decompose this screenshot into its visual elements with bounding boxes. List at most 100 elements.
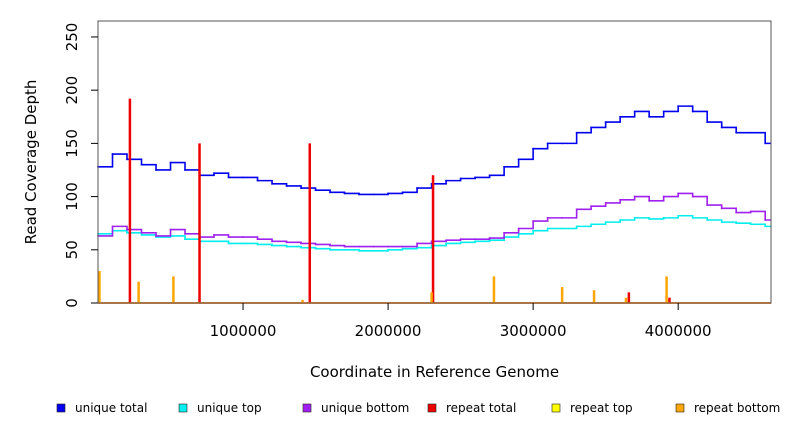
legend-item: repeat bottom [675, 401, 780, 415]
data-point [358, 249, 360, 252]
data-point [677, 192, 680, 195]
plot-frame [97, 20, 772, 304]
data-point [256, 179, 259, 182]
data-point [517, 227, 520, 230]
data-point [575, 225, 578, 228]
data-point [169, 228, 172, 231]
x-axis: 1000000 2000000 3000000 4000000 [210, 303, 712, 340]
series-repeat-total [98, 98, 771, 304]
data-point [459, 241, 462, 244]
data-point [372, 249, 375, 252]
data-point [285, 241, 288, 244]
data-point [358, 193, 360, 196]
data-point [155, 169, 157, 171]
x-tick-label: 4000000 [645, 322, 712, 340]
y-tick-label: 200 [63, 76, 81, 105]
data-point [227, 236, 230, 238]
data-point [140, 163, 143, 166]
data-point [633, 110, 636, 113]
legend-label: unique top [197, 401, 262, 415]
data-point [256, 243, 259, 246]
data-point [271, 182, 273, 185]
data-point [720, 207, 723, 210]
data-point [517, 158, 520, 161]
x-tick-label: 1000000 [210, 322, 277, 340]
data-point [343, 192, 346, 195]
data-point [662, 216, 665, 219]
data-point [749, 223, 752, 226]
data-point [271, 244, 273, 247]
legend-swatch [178, 403, 188, 413]
data-point [329, 248, 331, 251]
data-point [575, 131, 578, 134]
series-unique-top [97, 214, 771, 252]
legend-label: repeat total [446, 401, 516, 415]
data-point [227, 176, 230, 179]
data-point [503, 165, 506, 168]
data-point [184, 169, 186, 171]
data-point [488, 237, 491, 239]
data-point [126, 228, 128, 231]
data-point [604, 202, 607, 204]
data-point [387, 245, 389, 248]
data-point [227, 242, 230, 245]
data-point [720, 221, 723, 224]
data-point [140, 233, 143, 236]
data-point [155, 235, 157, 237]
data-point [706, 219, 709, 221]
data-point [764, 219, 767, 221]
data-point [677, 214, 680, 217]
y-tick-label: 250 [63, 23, 81, 52]
legend-label: unique total [75, 401, 147, 415]
data-point [343, 248, 346, 251]
data-point [488, 174, 491, 177]
data-point [300, 246, 302, 249]
data-point [749, 210, 752, 213]
legend-item: repeat total [427, 401, 516, 415]
data-point [503, 231, 506, 234]
data-point [358, 245, 360, 248]
data-point [474, 240, 477, 243]
data-point [735, 222, 738, 225]
data-point [314, 247, 317, 250]
data-point [140, 231, 143, 234]
data-point [677, 105, 680, 108]
data-point [691, 195, 694, 198]
legend-swatch [675, 403, 685, 413]
data-point [662, 195, 665, 198]
data-point [387, 248, 389, 251]
legend-swatch [56, 403, 66, 413]
data-point [242, 242, 244, 245]
data-point [764, 142, 767, 145]
data-point [329, 191, 331, 194]
data-point [213, 172, 215, 175]
data-point [169, 161, 172, 164]
data-point [126, 158, 128, 161]
data-point [459, 177, 462, 180]
data-point [633, 195, 636, 198]
data-point [561, 216, 564, 219]
legend-item: unique total [56, 401, 147, 415]
data-point [648, 218, 651, 220]
data-point [474, 176, 477, 179]
data-point [445, 242, 448, 245]
legend-label: repeat bottom [694, 401, 780, 415]
y-axis: 0 50 100 150 200 250 [63, 23, 98, 308]
data-point [285, 185, 288, 187]
data-point [691, 216, 694, 219]
data-point [619, 115, 622, 118]
data-point [242, 236, 244, 238]
data-point [256, 238, 259, 241]
legend-swatch [551, 403, 561, 413]
data-point [532, 147, 535, 150]
data-point [546, 216, 549, 219]
data-point [706, 204, 709, 206]
data-point [662, 110, 665, 113]
data-point [648, 199, 651, 202]
data-point [213, 240, 215, 243]
data-point [706, 121, 709, 123]
data-point [633, 216, 636, 219]
data-point [720, 126, 723, 129]
data-point [184, 232, 186, 235]
data-point [372, 245, 375, 248]
